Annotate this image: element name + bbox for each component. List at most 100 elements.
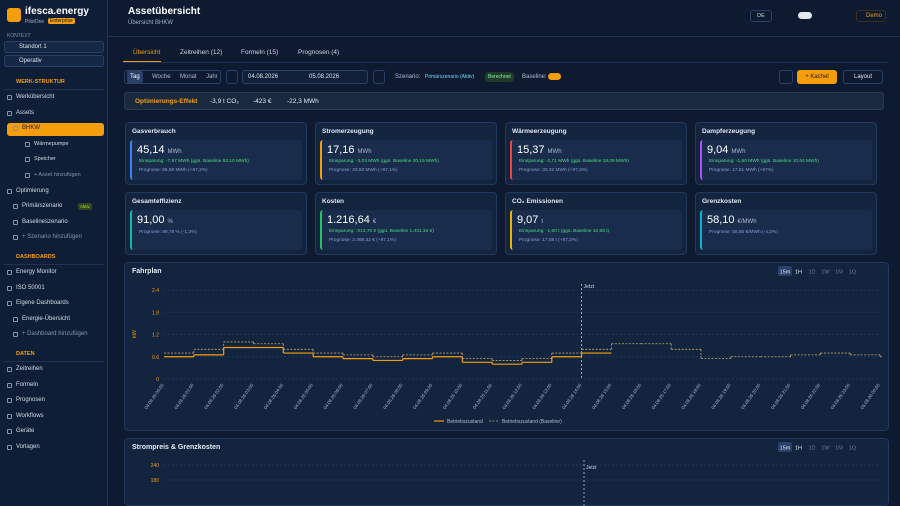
range-button[interactable]: 1D: [808, 270, 815, 276]
section-title: DASHBOARDS: [16, 254, 56, 260]
value: 15,37: [517, 144, 545, 156]
scenario[interactable]: Primärszenario (Aktiv): [425, 74, 475, 80]
nav-item[interactable]: Werkübersicht: [16, 94, 55, 100]
nav-item[interactable]: + Asset hinzufügen: [34, 172, 81, 178]
user[interactable]: Demo: [856, 10, 886, 22]
item-icon: [7, 285, 12, 291]
card-line: Einsparung: -2,71 MWh (ggü. Baseline 18,…: [519, 159, 629, 164]
tab[interactable]: Zeitreihen (12): [180, 49, 223, 56]
range-button[interactable]: 15m: [780, 446, 791, 452]
context-select[interactable]: Operativ: [4, 55, 104, 67]
card-title: Gasverbrauch: [132, 128, 176, 135]
card-line: Prognose: 2.398,32 € (+97,1%): [329, 238, 396, 243]
brand-name: ifesca.energy: [25, 6, 89, 17]
context-select[interactable]: Standort 1: [4, 41, 104, 53]
period-group: Tag Woche Monat Jahr: [124, 70, 221, 84]
refresh[interactable]: [779, 70, 793, 84]
range-button[interactable]: 1Q: [849, 446, 857, 452]
range-button[interactable]: 15m: [780, 270, 791, 276]
nav-item[interactable]: Energie-Übersicht: [22, 315, 71, 322]
sidebar: ifesca.energy PilotOne Enterprise KONTEXT St…: [0, 0, 108, 506]
nav-item[interactable]: Workflows: [16, 412, 44, 419]
range-button[interactable]: 1H: [795, 446, 802, 452]
prev[interactable]: [226, 70, 238, 84]
nav-item[interactable]: + Dashboard hinzufügen: [22, 331, 88, 338]
y-axis-label: kW: [132, 329, 138, 338]
range-button[interactable]: 1M: [835, 270, 843, 276]
period[interactable]: Monat: [180, 74, 197, 80]
nav-item[interactable]: Geräte: [16, 428, 35, 435]
baseline-toggle[interactable]: [548, 73, 561, 80]
y-tick-label: 240: [151, 463, 160, 469]
language[interactable]: DE: [750, 10, 772, 22]
nav-item[interactable]: Prognosen: [16, 397, 46, 404]
next[interactable]: [373, 70, 385, 84]
kpi-card: Gasverbrauch 45,14 MWh Einsparung: -7,97 MW…: [125, 122, 307, 185]
nav-item[interactable]: Eigene Dashboards: [16, 300, 69, 307]
card-body: 1.216,64 € Einsparung: -214,70 € (ggü. Bas…: [320, 210, 492, 250]
y-tick-label: 2.4: [152, 288, 159, 294]
nav-item[interactable]: Optimierung: [16, 187, 49, 194]
item-icon: [13, 219, 18, 225]
card-value: 91,00%: [137, 214, 173, 226]
item-icon: [25, 173, 30, 178]
range-button[interactable]: 1H: [795, 270, 802, 276]
item-icon: [7, 270, 12, 275]
range-button[interactable]: 1W: [821, 446, 830, 452]
nav-item[interactable]: BHKW: [22, 125, 40, 132]
unit: MWh: [357, 149, 372, 155]
range-button[interactable]: 1D: [808, 446, 815, 452]
value: 1.216,64: [327, 214, 370, 226]
nav-item[interactable]: Energy Monitor: [16, 269, 57, 275]
kpi-card: Dampferzeugung 9,04 MWh Einsparung: -1,60 M…: [695, 122, 877, 185]
date-to: 05.08.2026: [309, 74, 340, 80]
nav-item[interactable]: ISO 50001: [16, 284, 45, 291]
theme-toggle[interactable]: [798, 12, 812, 19]
card-line: Prognose: 17,88 t (+97,2%): [519, 238, 578, 243]
nav-item[interactable]: Speicher: [34, 156, 56, 163]
nav-item[interactable]: Formeln: [16, 381, 39, 388]
range-button[interactable]: 1Q: [849, 270, 857, 276]
effect-energy: -22,3 MWh: [287, 98, 319, 105]
value: 17,16: [327, 144, 355, 156]
card-title: Dampferzeugung: [702, 128, 756, 135]
unit: MWh: [547, 149, 562, 155]
period[interactable]: Woche: [152, 74, 171, 80]
nav-item[interactable]: Primärszenario: [22, 203, 63, 210]
card-body: 45,14 MWh Einsparung: -7,97 MWh (ggü. Base…: [130, 140, 302, 180]
nav-item[interactable]: + Szenario hinzufügen: [22, 234, 82, 241]
tab[interactable]: Übersicht: [133, 49, 161, 56]
item-icon: [7, 445, 12, 450]
add-button[interactable]: + Kachel: [797, 70, 837, 84]
period[interactable]: Jahr: [206, 74, 218, 80]
value: 9,04: [707, 144, 729, 156]
range-button[interactable]: 1W: [821, 270, 830, 276]
effect-co2: -3,9 t CO₂: [210, 98, 239, 105]
nav-item[interactable]: Assets: [16, 109, 35, 116]
layout-button[interactable]: Layout: [843, 70, 883, 84]
nav-item[interactable]: Wärmepumpe: [34, 140, 69, 147]
tabs-line: [123, 62, 888, 63]
item-icon: [7, 301, 12, 307]
range-button[interactable]: 1M: [835, 446, 843, 452]
chart-title: Strompreis & Grenzkosten: [132, 444, 220, 451]
date-range[interactable]: 04.08.2026 05.08.2026: [242, 70, 368, 84]
scenario-label: Szenario:: [395, 74, 421, 80]
nav-item[interactable]: Vorlagen: [16, 444, 40, 450]
value: 58,10: [707, 214, 735, 226]
card-value: 45,14 MWh: [137, 144, 182, 156]
kpi-card: Wärmeerzeugung 15,37 MWh Einsparung: -2,71 …: [505, 122, 687, 185]
card-value: 1.216,64 €: [327, 214, 376, 226]
tab[interactable]: Prognosen (4): [298, 49, 340, 56]
nav-item[interactable]: Zeitreihen: [16, 366, 43, 372]
card-value: 58,10 €/MWh: [707, 214, 757, 226]
y-tick-label: 1.8: [152, 310, 159, 316]
nav-item[interactable]: Baselineszenario: [22, 218, 68, 225]
y-tick-label: 0.6: [152, 355, 159, 361]
card-title: Grenzkosten: [702, 198, 742, 205]
tab[interactable]: Formeln (15): [241, 49, 279, 56]
period[interactable]: Tag: [127, 71, 143, 83]
value: 91,00: [137, 214, 165, 226]
section-line: [4, 89, 104, 90]
